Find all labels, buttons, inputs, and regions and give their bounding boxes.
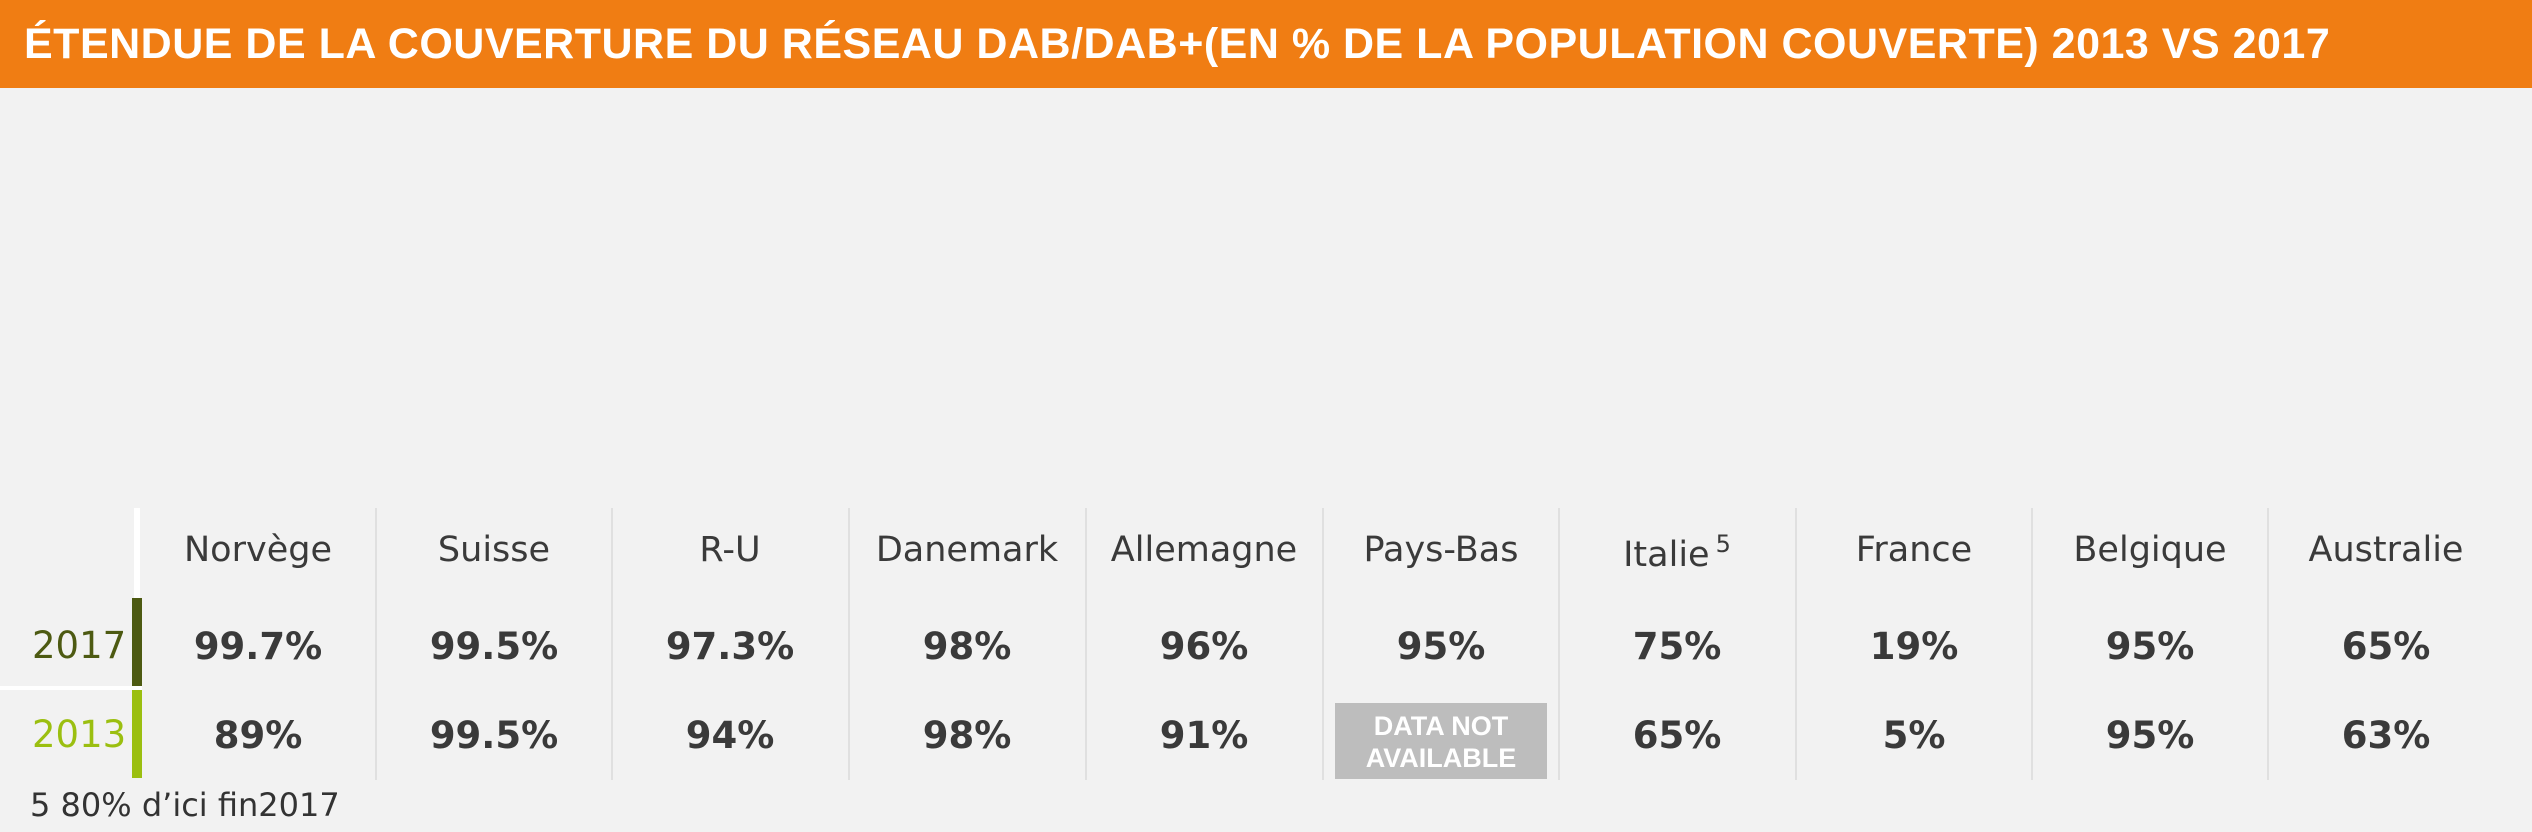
value-2017: 75% [1632,625,1722,668]
column-divider [2267,508,2269,780]
country-label: Australie [2308,530,2464,570]
people-figures [0,88,2532,488]
value-2017: 99.7% [193,625,323,668]
column-divider [1558,508,1560,780]
fill-2013 [1834,449,1914,467]
column-divider [1322,508,1324,780]
fill-2017 [1677,204,1757,467]
value-2013: 95% [2105,714,2195,757]
person-figure [178,111,338,471]
person-figure [1361,111,1521,471]
country-label: Belgique [2073,530,2227,570]
person-figure [2306,111,2466,471]
person-figure [887,111,1047,471]
country-label: R-U [699,530,761,570]
country-label: Suisse [437,530,551,570]
person-figure [414,111,574,471]
value-2017: 96% [1159,625,1249,668]
person-figure [650,111,810,471]
fill-2017 [2386,239,2466,467]
value-2017: 95% [2105,625,2195,668]
value-2013: 98% [922,714,1012,757]
row-label-2013: 2013 [32,713,127,756]
person-figure [2070,111,2230,471]
fill-2017 [967,123,1047,466]
value-2017: 97.3% [665,625,795,668]
fill-2017 [1441,134,1521,467]
value-2013: 99.5% [429,714,559,757]
person-figure [1597,111,1757,471]
country-label: Allemagne [1110,530,1298,570]
person-figure [1124,111,1284,471]
fill-2013 [1597,239,1677,467]
value-2013: 65% [1632,714,1722,757]
value-2017: 19% [1869,625,1959,668]
country-label: Danemark [875,530,1059,570]
value-2017: 99.5% [429,625,559,668]
column-divider [1795,508,1797,780]
chart-title: ÉTENDUE DE LA COUVERTURE DU RÉSEAU DAB/D… [24,19,2331,68]
fill-2017 [1204,130,1284,466]
value-2017: 95% [1396,625,1486,668]
fill-2013 [178,155,258,467]
column-divider [611,508,613,780]
fill-2013 [414,118,494,466]
column-divider [1085,508,1087,780]
fill-2013 [887,123,967,466]
value-2017: 65% [2341,625,2431,668]
country-label: Pays-Bas [1363,530,1519,570]
person-figure [1834,111,1994,471]
value-2013: 94% [685,714,775,757]
value-2013: 63% [2341,714,2431,757]
country-label: France [1855,530,1973,570]
fill-2017 [1914,400,1994,467]
column-divider [848,508,850,780]
title-bar: ÉTENDUE DE LA COUVERTURE DU RÉSEAU DAB/D… [0,0,2532,88]
fill-2017 [258,117,338,466]
fill-2013 [2306,246,2386,467]
footnote: 5 80% d’ici fin2017 [30,786,340,824]
value-2017: 98% [922,625,1012,668]
value-2013: 91% [1159,714,1249,757]
legend-swatch-2013 [132,690,142,778]
not-available-badge: DATA NOT AVAILABLE [1335,703,1547,779]
column-divider [375,508,377,780]
fill-2013 [1124,148,1204,467]
footnote-marker: 5 [1715,530,1731,558]
country-label: Norvège [184,530,332,570]
fill-2017 [494,118,574,466]
country-label: Italie 5 [1623,530,1731,575]
value-2013: 89% [213,714,303,757]
value-2013: 5% [1882,714,1946,757]
row-label-2017: 2017 [32,624,127,667]
row-separator [0,686,142,690]
fill-2017 [730,125,810,466]
fill-2013 [650,137,730,466]
fill-2013 [2070,134,2150,467]
legend-swatch-2017 [132,598,142,686]
axis-accent [134,508,140,598]
column-divider [2031,508,2033,780]
fill-2017 [2150,134,2230,467]
